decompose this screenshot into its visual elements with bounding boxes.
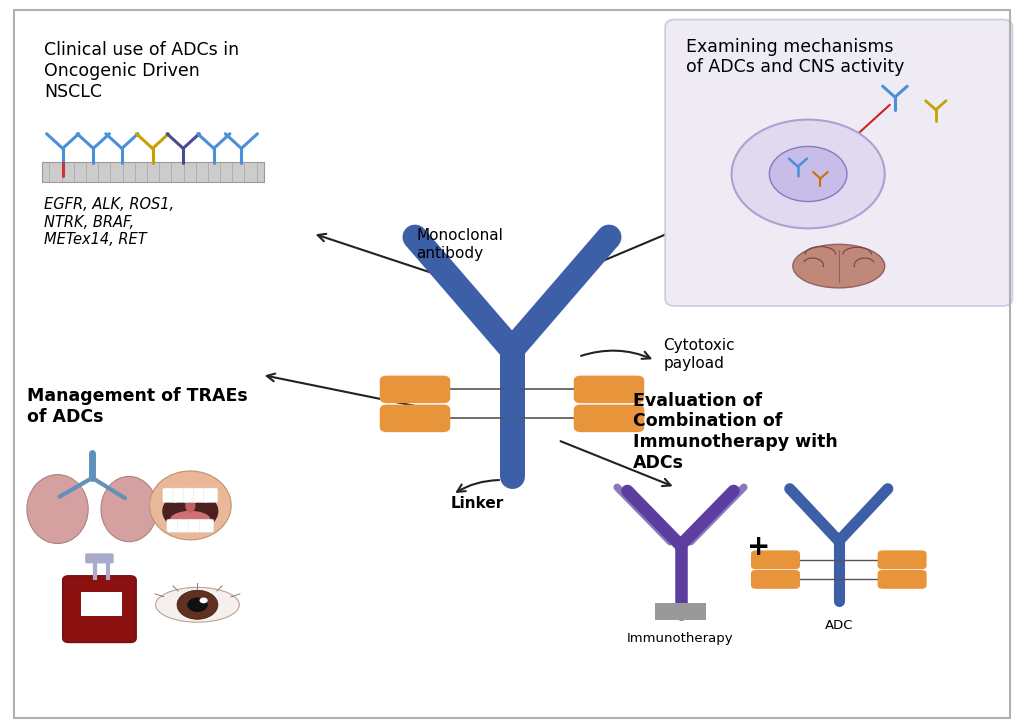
Ellipse shape xyxy=(156,587,240,622)
FancyBboxPatch shape xyxy=(81,592,122,617)
Circle shape xyxy=(187,598,208,612)
Ellipse shape xyxy=(27,475,88,544)
FancyBboxPatch shape xyxy=(173,488,187,502)
FancyBboxPatch shape xyxy=(380,376,451,403)
Ellipse shape xyxy=(150,471,231,540)
FancyBboxPatch shape xyxy=(178,519,193,532)
FancyBboxPatch shape xyxy=(183,488,198,502)
Ellipse shape xyxy=(104,478,150,521)
Text: Cytotoxic
payload: Cytotoxic payload xyxy=(664,339,735,371)
Text: Evaluation of
Combination of
Immunotherapy with
ADCs: Evaluation of Combination of Immunothera… xyxy=(633,392,838,472)
FancyBboxPatch shape xyxy=(380,405,451,432)
Text: Immunotherapy: Immunotherapy xyxy=(627,633,734,645)
FancyBboxPatch shape xyxy=(188,519,203,532)
FancyBboxPatch shape xyxy=(751,550,800,569)
Ellipse shape xyxy=(185,498,196,513)
FancyBboxPatch shape xyxy=(878,570,927,589)
Circle shape xyxy=(769,146,847,202)
Circle shape xyxy=(731,119,885,229)
FancyBboxPatch shape xyxy=(167,519,181,532)
FancyBboxPatch shape xyxy=(666,20,1013,306)
Text: +: + xyxy=(748,533,771,561)
Text: Monoclonal
antibody: Monoclonal antibody xyxy=(416,228,503,261)
Ellipse shape xyxy=(101,476,157,542)
FancyBboxPatch shape xyxy=(194,488,208,502)
FancyBboxPatch shape xyxy=(204,488,218,502)
Circle shape xyxy=(200,598,208,604)
Ellipse shape xyxy=(35,476,84,520)
Text: Management of TRAEs
of ADCs: Management of TRAEs of ADCs xyxy=(27,387,248,426)
Text: ADC: ADC xyxy=(824,620,853,633)
Text: Clinical use of ADCs in
Oncogenic Driven
NSCLC: Clinical use of ADCs in Oncogenic Driven… xyxy=(44,41,240,101)
FancyBboxPatch shape xyxy=(200,519,214,532)
FancyBboxPatch shape xyxy=(62,576,136,643)
FancyBboxPatch shape xyxy=(42,162,264,182)
Circle shape xyxy=(177,590,218,620)
Text: EGFR, ALK, ROS1,
NTRK, BRAF,
METex14, RET: EGFR, ALK, ROS1, NTRK, BRAF, METex14, RE… xyxy=(44,197,174,247)
Ellipse shape xyxy=(162,491,218,531)
FancyBboxPatch shape xyxy=(878,550,927,569)
FancyBboxPatch shape xyxy=(85,553,114,563)
Ellipse shape xyxy=(793,245,885,288)
Ellipse shape xyxy=(170,511,211,529)
FancyBboxPatch shape xyxy=(163,488,177,502)
FancyBboxPatch shape xyxy=(573,376,644,403)
Text: Linker: Linker xyxy=(451,496,504,511)
Text: Examining mechanisms
of ADCs and CNS activity: Examining mechanisms of ADCs and CNS act… xyxy=(686,38,904,76)
FancyBboxPatch shape xyxy=(751,570,800,589)
FancyBboxPatch shape xyxy=(655,603,706,620)
FancyBboxPatch shape xyxy=(573,405,644,432)
